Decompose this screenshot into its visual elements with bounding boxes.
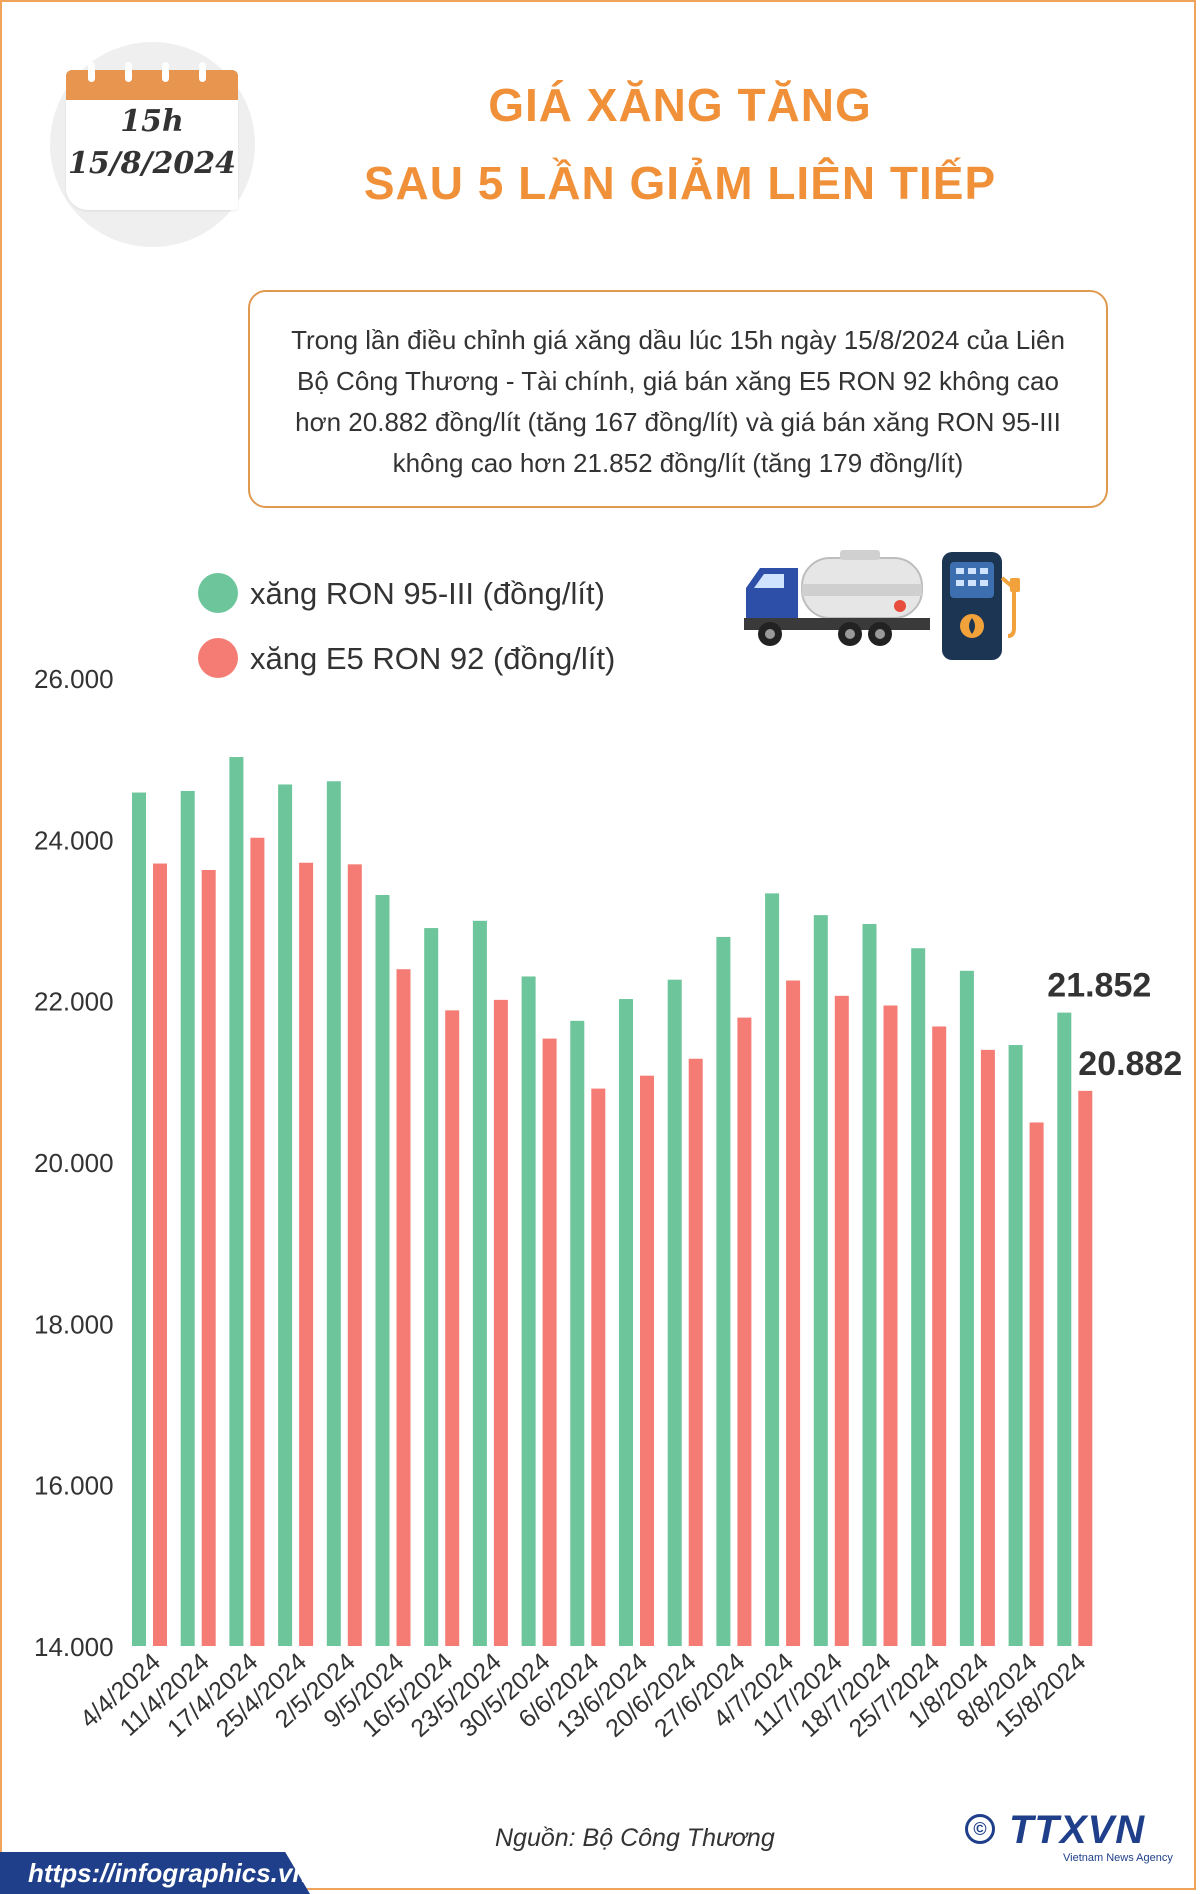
bar-ron95 [278, 784, 293, 1646]
bars [132, 757, 1093, 1646]
bar-ron95 [132, 792, 146, 1646]
bar-ron95 [765, 893, 780, 1646]
bar-e5 [737, 1017, 752, 1646]
legend-label-ron95: xăng RON 95-III (đồng/lít) [250, 576, 605, 611]
y-tick-label: 24.000 [34, 825, 114, 855]
page-title-line1: GIÁ XĂNG TĂNG [488, 79, 872, 131]
bar-ron95 [521, 976, 536, 1646]
calendar-ring [162, 62, 169, 82]
calendar-ring [88, 62, 95, 82]
y-tick-label: 16.000 [34, 1471, 114, 1501]
bar-e5 [347, 864, 362, 1646]
page-title-line2: SAU 5 LẦN GIẢM LIÊN TIẾP [363, 157, 997, 209]
bar-e5 [640, 1075, 654, 1646]
website-link[interactable]: https://infographics.vn [28, 1858, 309, 1888]
y-tick-label: 26.000 [34, 664, 114, 694]
fuel-pump-icon [942, 552, 1020, 660]
bar-e5 [493, 999, 508, 1646]
calendar-ring [199, 62, 206, 82]
bar-e5 [1078, 1090, 1093, 1646]
bar-ron95 [862, 924, 877, 1646]
fuel-tanker-truck-icon [744, 550, 930, 646]
calendar-date: 15/8/2024 [67, 146, 237, 181]
y-tick-label: 20.000 [34, 1148, 114, 1178]
bar-e5 [932, 1026, 947, 1646]
source-note: Nguồn: Bộ Công Thương [495, 1824, 775, 1852]
bar-ron95 [1057, 1012, 1072, 1646]
ttxvn-logo: © TTXVN Vietnam News Agency [965, 1808, 1175, 1868]
bar-e5 [834, 995, 849, 1646]
annotations: 21.852 20.882 [1047, 967, 1182, 1083]
brand-subtitle: Vietnam News Agency [1063, 1852, 1173, 1864]
copyright-icon: © [965, 1814, 995, 1844]
bar-e5 [980, 1049, 995, 1646]
bar-e5 [396, 969, 411, 1646]
legend-swatch-ron95 [198, 573, 238, 613]
legend-label-e5: xăng E5 RON 92 (đồng/lít) [250, 641, 616, 676]
bar-ron95 [326, 781, 341, 1646]
bar-ron95 [619, 999, 633, 1646]
brand-name: TTXVN [1009, 1808, 1146, 1852]
x-axis: 4/4/202411/4/202417/4/202425/4/20242/5/2… [75, 1648, 1091, 1743]
bar-ron95 [180, 790, 195, 1646]
bar-ron95 [1008, 1045, 1023, 1646]
bar-e5 [299, 862, 314, 1646]
data-label: 21.852 [1047, 967, 1151, 1005]
data-label: 20.882 [1078, 1045, 1182, 1083]
url-bar [0, 1852, 310, 1894]
bar-ron95 [716, 936, 731, 1646]
bar-ron95 [472, 920, 487, 1646]
bar-ron95 [424, 928, 439, 1646]
bar-ron95 [959, 970, 974, 1646]
bar-ron95 [667, 979, 682, 1646]
y-tick-label: 14.000 [34, 1632, 114, 1662]
calendar-time: 15h [120, 104, 184, 139]
bar-e5 [591, 1088, 606, 1646]
calendar-page [66, 100, 238, 210]
bar-e5 [250, 837, 265, 1646]
bar-e5 [1029, 1122, 1044, 1646]
bar-e5 [542, 1038, 557, 1646]
summary-box: Trong lần điều chỉnh giá xăng dầu lúc 15… [248, 290, 1108, 508]
bar-e5 [201, 869, 216, 1646]
bar-e5 [445, 1010, 460, 1646]
bar-e5 [153, 863, 167, 1646]
bar-ron95 [375, 894, 390, 1646]
bar-e5 [688, 1058, 703, 1646]
bar-e5 [786, 980, 801, 1646]
bar-ron95 [570, 1020, 585, 1646]
bar-e5 [883, 1005, 898, 1646]
calendar-ring [125, 62, 132, 82]
bar-ron95 [911, 948, 926, 1646]
bar-ron95 [813, 915, 828, 1646]
bar-ron95 [229, 757, 244, 1646]
y-tick-label: 18.000 [34, 1309, 114, 1339]
y-tick-label: 22.000 [34, 987, 114, 1017]
legend-swatch-e5 [198, 638, 238, 678]
y-axis: 14.000 16.000 18.000 20.000 22.000 24.000 26.0… [34, 664, 114, 1662]
